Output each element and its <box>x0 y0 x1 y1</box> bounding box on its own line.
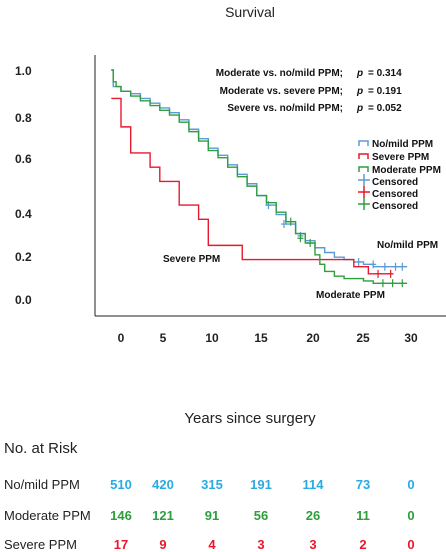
y-tick-label: 0.0 <box>15 293 32 307</box>
censored-point-moderate <box>399 279 406 288</box>
censored-point-nomild <box>370 260 377 269</box>
x-tick-label: 20 <box>306 331 320 345</box>
risk-row-label: Moderate PPM <box>4 508 91 523</box>
risk-count: 73 <box>355 477 371 492</box>
y-tick-label: 1.0 <box>15 64 32 78</box>
risk-count: 121 <box>152 508 174 523</box>
legend-label: Moderate PPM <box>372 165 441 176</box>
survival-curves <box>111 69 408 288</box>
censored-point-moderate <box>287 217 294 226</box>
legend-label: No/mild PPM <box>372 139 433 150</box>
censored-point-moderate <box>297 234 304 243</box>
x-tick-label: 30 <box>404 331 418 345</box>
p-symbol: p <box>356 86 363 97</box>
p-value-label: Severe vs. no/mild PPM; <box>227 103 343 114</box>
legend-swatch-severe <box>358 153 369 159</box>
legend: No/mild PPM Severe PPM Moderate PPM Cens… <box>358 139 441 212</box>
series-line-moderate <box>111 69 408 284</box>
y-tick-label: 0.8 <box>15 111 32 125</box>
risk-count: 146 <box>110 508 132 523</box>
risk-count: 17 <box>113 537 129 552</box>
risk-count: 3 <box>257 537 265 552</box>
risk-count: 315 <box>201 477 223 492</box>
risk-count: 2 <box>359 537 367 552</box>
legend-item-severe: Severe PPM <box>358 152 429 163</box>
legend-label: Censored <box>372 189 418 200</box>
risk-count: 4 <box>208 537 216 552</box>
censored-point-nomild <box>399 262 406 271</box>
risk-count: 0 <box>407 477 415 492</box>
y-tick-label: 0.4 <box>15 207 32 221</box>
y-tick-label: 0.6 <box>15 152 32 166</box>
legend-label: Severe PPM <box>372 152 429 163</box>
legend-swatch-moderate <box>358 166 369 172</box>
risk-count: 420 <box>152 477 174 492</box>
chart-title: Survival <box>225 4 275 20</box>
p-symbol: p <box>356 103 363 114</box>
y-tick-label: 0.2 <box>15 250 32 264</box>
censored-point-nomild <box>392 262 399 271</box>
risk-row-label: No/mild PPM <box>4 477 80 492</box>
p-value: = 0.314 <box>368 68 402 79</box>
censored-point-moderate <box>389 279 396 288</box>
legend-item-censored-nomild: Censored <box>358 174 418 188</box>
p-value-label: Moderate vs. severe PPM; <box>220 86 343 97</box>
censored-point-nomild <box>280 220 287 229</box>
p-symbol: p <box>356 68 363 79</box>
risk-count: 9 <box>159 537 167 552</box>
censored-point-nomild <box>355 257 362 266</box>
censored-mark-icon <box>358 174 370 186</box>
series-line-severe <box>111 97 393 275</box>
legend-swatch-nomild <box>358 140 369 146</box>
x-tick-label: 25 <box>356 331 370 345</box>
censored-point-severe <box>375 269 382 278</box>
p-value: = 0.052 <box>368 103 402 114</box>
risk-count: 3 <box>309 537 317 552</box>
label-moderate-ppm: Moderate PPM <box>316 290 385 301</box>
legend-item-moderate: Moderate PPM <box>358 165 441 176</box>
censored-point-nomild <box>381 262 388 271</box>
x-tick-label: 15 <box>254 331 268 345</box>
censored-point-moderate <box>379 279 386 288</box>
legend-item-nomild: No/mild PPM <box>358 139 433 150</box>
risk-count: 510 <box>110 477 132 492</box>
censored-mark-icon <box>358 186 370 198</box>
p-value-block: Moderate vs. no/mild PPM; p = 0.314 Mode… <box>216 68 402 114</box>
label-nomild-ppm: No/mild PPM <box>377 240 438 251</box>
p-value-label: Moderate vs. no/mild PPM; <box>216 68 343 79</box>
risk-count: 26 <box>305 508 321 523</box>
censored-point-moderate <box>307 239 314 248</box>
risk-table-title: No. at Risk <box>4 440 78 457</box>
risk-row-label: Severe PPM <box>4 537 77 552</box>
risk-count: 56 <box>253 508 269 523</box>
risk-count: 114 <box>302 477 324 492</box>
x-axis-label: Years since surgery <box>184 410 316 427</box>
x-tick-label: 0 <box>118 331 125 345</box>
legend-item-censored-severe: Censored <box>358 186 418 200</box>
risk-count: 91 <box>204 508 220 523</box>
p-value: = 0.191 <box>368 86 402 97</box>
risk-count: 191 <box>250 477 272 492</box>
risk-count: 0 <box>407 508 415 523</box>
risk-count: 11 <box>356 508 370 523</box>
label-severe-ppm: Severe PPM <box>163 254 220 265</box>
x-tick-label: 5 <box>160 331 167 345</box>
series-line-nomild <box>111 69 408 268</box>
censored-point-severe <box>387 269 394 278</box>
legend-label: Censored <box>372 177 418 188</box>
risk-count: 0 <box>407 537 415 552</box>
legend-label: Censored <box>372 201 418 212</box>
survival-chart: Survival 0.0 0.2 0.4 0.6 0.8 1.0 0 5 10 … <box>15 4 446 427</box>
censored-mark-icon <box>358 198 370 210</box>
x-tick-label: 10 <box>205 331 219 345</box>
legend-item-censored-moderate: Censored <box>358 198 418 212</box>
